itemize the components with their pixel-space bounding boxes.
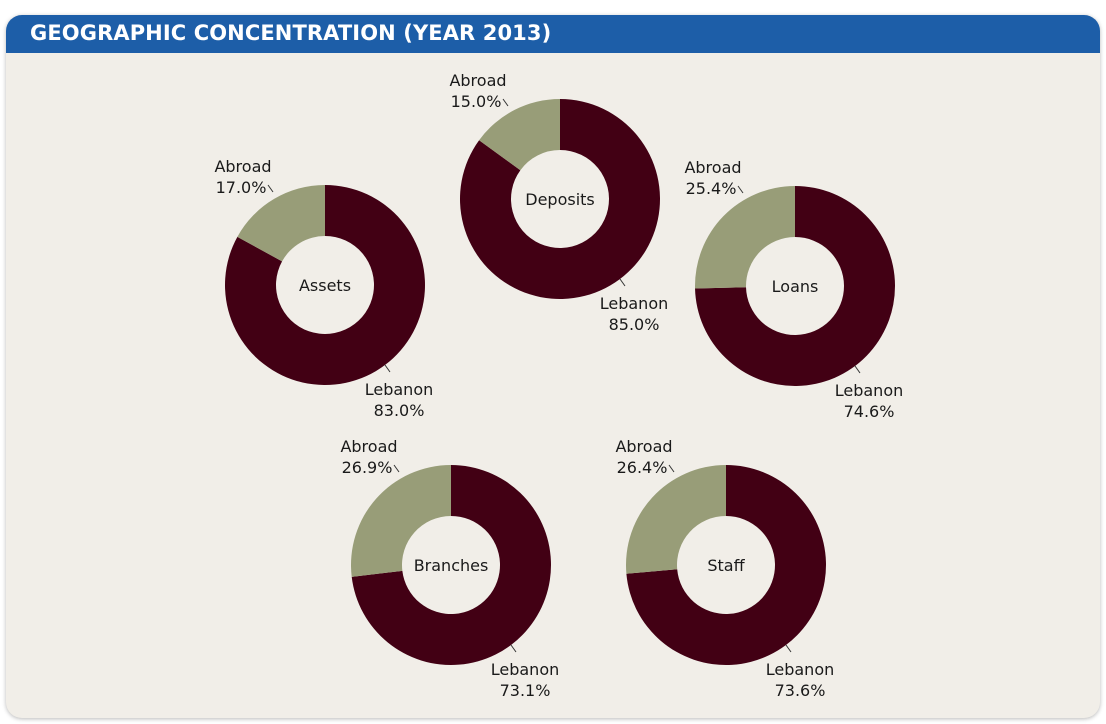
branches-abroad-leader — [393, 464, 400, 473]
assets-abroad-value-label: 17.0% — [216, 178, 267, 197]
deposits-abroad-value-label: 15.0% — [451, 92, 502, 111]
loans-abroad-value-label: 25.4% — [686, 179, 737, 198]
loans-lebanon-category-label: Lebanon — [835, 381, 904, 400]
staff-center-label: Staff — [707, 556, 745, 575]
staff-abroad-category-label: Abroad — [615, 437, 672, 456]
panel-header: GEOGRAPHIC CONCENTRATION (YEAR 2013) — [6, 15, 1100, 53]
staff-lebanon-category-label: Lebanon — [766, 660, 835, 679]
deposits-abroad-leader — [502, 98, 509, 107]
deposits-lebanon-leader — [619, 278, 626, 287]
staff-slice-lebanon — [626, 465, 827, 666]
loans-slice-lebanon — [695, 186, 895, 386]
assets-lebanon-leader — [384, 364, 391, 373]
assets-abroad-category-label: Abroad — [214, 157, 271, 176]
staff-lebanon-leader — [785, 644, 792, 653]
deposits-lebanon-category-label: Lebanon — [600, 294, 669, 313]
assets-slice-abroad — [237, 185, 325, 262]
branches-slice-lebanon — [351, 465, 551, 666]
deposits-center-label: Deposits — [525, 190, 595, 209]
branches-abroad-category-label: Abroad — [340, 437, 397, 456]
loans-abroad-category-label: Abroad — [684, 158, 741, 177]
deposits-abroad-category-label: Abroad — [449, 71, 506, 90]
loans-lebanon-leader — [854, 365, 861, 374]
branches-lebanon-leader — [510, 644, 517, 653]
staff-abroad-leader — [668, 464, 675, 473]
deposits-slice-lebanon — [460, 99, 660, 299]
assets-center-label: Assets — [299, 276, 351, 295]
staff-abroad-value-label: 26.4% — [617, 458, 668, 477]
branches-center-label: Branches — [414, 556, 489, 575]
deposits-donut: Deposits Lebanon 85.0% Abroad 15.0% — [449, 71, 668, 334]
assets-donut: Assets Lebanon 83.0% Abroad 17.0% — [214, 157, 433, 420]
page-title: GEOGRAPHIC CONCENTRATION (YEAR 2013) — [30, 21, 552, 45]
assets-lebanon-value-label: 83.0% — [374, 401, 425, 420]
branches-lebanon-category-label: Lebanon — [491, 660, 560, 679]
staff-lebanon-value-label: 73.6% — [775, 681, 826, 700]
loans-slice-abroad — [695, 186, 795, 289]
branches-donut: Branches Lebanon 73.1% Abroad 26.9% — [340, 437, 559, 700]
branches-lebanon-value-label: 73.1% — [500, 681, 551, 700]
deposits-slice-abroad — [479, 99, 560, 171]
assets-abroad-leader — [267, 184, 274, 193]
loans-abroad-leader — [737, 185, 744, 194]
branches-slice-abroad — [351, 465, 451, 577]
deposits-lebanon-value-label: 85.0% — [609, 315, 660, 334]
assets-slice-lebanon — [225, 185, 425, 386]
staff-slice-abroad — [626, 465, 726, 574]
branches-abroad-value-label: 26.9% — [342, 458, 393, 477]
staff-donut: Staff Lebanon 73.6% Abroad 26.4% — [615, 437, 834, 700]
assets-lebanon-category-label: Lebanon — [365, 380, 434, 399]
loans-donut: Loans Lebanon 74.6% Abroad 25.4% — [684, 158, 903, 421]
loans-lebanon-value-label: 74.6% — [844, 402, 895, 421]
loans-center-label: Loans — [772, 277, 819, 296]
